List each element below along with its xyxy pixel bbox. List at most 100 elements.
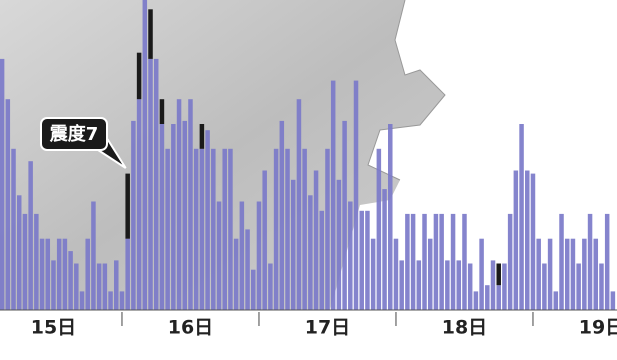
bar [582, 239, 587, 310]
bar [519, 124, 524, 310]
bar [559, 214, 564, 310]
bar [17, 195, 22, 310]
bar [508, 214, 513, 310]
bar [200, 149, 205, 310]
bar [34, 214, 39, 310]
bar [439, 214, 444, 310]
bar [262, 171, 267, 311]
bar [51, 260, 56, 310]
bar [388, 124, 393, 310]
bar [217, 202, 222, 311]
bar [171, 124, 176, 310]
bar [57, 239, 62, 310]
bar [377, 149, 382, 310]
bar [125, 239, 130, 310]
bar [85, 239, 90, 310]
bar [405, 214, 410, 310]
bar [205, 130, 210, 310]
bar [274, 149, 279, 310]
bar [68, 251, 73, 310]
bar [399, 260, 404, 310]
bar [331, 81, 336, 310]
bar [0, 59, 4, 310]
bar [314, 171, 319, 311]
bar [457, 260, 462, 310]
bar [382, 189, 387, 310]
bar [103, 264, 108, 311]
x-tick-label: 15日 [31, 317, 76, 339]
bar [605, 214, 610, 310]
bar [325, 149, 330, 310]
bar [148, 9, 153, 59]
bar [222, 149, 227, 310]
bar [228, 149, 233, 310]
bar [302, 149, 307, 310]
bar [445, 260, 450, 310]
bar [165, 149, 170, 310]
bar [422, 214, 427, 310]
bar [496, 285, 501, 310]
bar [137, 99, 142, 310]
bar [531, 174, 536, 310]
bar [451, 214, 456, 310]
bar [183, 121, 188, 310]
bar [491, 260, 496, 310]
bar [188, 99, 193, 310]
bar [428, 239, 433, 310]
bar [280, 121, 285, 310]
bar [120, 291, 125, 310]
bar [514, 171, 519, 311]
chart: 15日16日17日18日19日 震度7 [0, 0, 617, 360]
bar [371, 239, 376, 310]
bar [251, 270, 256, 310]
bar [211, 149, 216, 310]
bar [571, 239, 576, 310]
bar [468, 264, 473, 311]
bar [125, 174, 130, 239]
bar [74, 264, 79, 311]
x-tick-label: 19日 [579, 317, 617, 339]
bar [11, 149, 16, 310]
bar [257, 202, 262, 311]
bar [148, 59, 153, 310]
bar [359, 211, 364, 310]
bar [97, 264, 102, 311]
annotation-text: 震度7 [50, 123, 99, 145]
bar [496, 264, 501, 286]
bar [23, 214, 28, 310]
bar [576, 264, 581, 311]
bar [394, 239, 399, 310]
bar [525, 171, 530, 311]
x-tick-label: 17日 [305, 317, 350, 339]
bar [63, 239, 68, 310]
bar [143, 0, 148, 310]
bar [479, 239, 484, 310]
bar [565, 239, 570, 310]
bar [337, 180, 342, 310]
bar [40, 239, 45, 310]
bar [240, 202, 245, 311]
bar [114, 260, 119, 310]
bar [245, 229, 250, 310]
bar [434, 214, 439, 310]
bar [548, 239, 553, 310]
bar [599, 264, 604, 311]
bar [417, 260, 422, 310]
bar [268, 264, 273, 311]
x-tick-label: 18日 [442, 317, 487, 339]
bar [46, 239, 51, 310]
bar [177, 99, 182, 310]
bar [285, 149, 290, 310]
bar [6, 99, 11, 310]
bar [611, 291, 616, 310]
bar [154, 59, 159, 310]
bar [320, 211, 325, 310]
bar [108, 291, 113, 310]
bar [354, 81, 359, 310]
bar [131, 121, 136, 310]
bar [160, 99, 165, 124]
bar [365, 211, 370, 310]
bar [502, 264, 507, 311]
bar [411, 214, 416, 310]
bar [588, 214, 593, 310]
